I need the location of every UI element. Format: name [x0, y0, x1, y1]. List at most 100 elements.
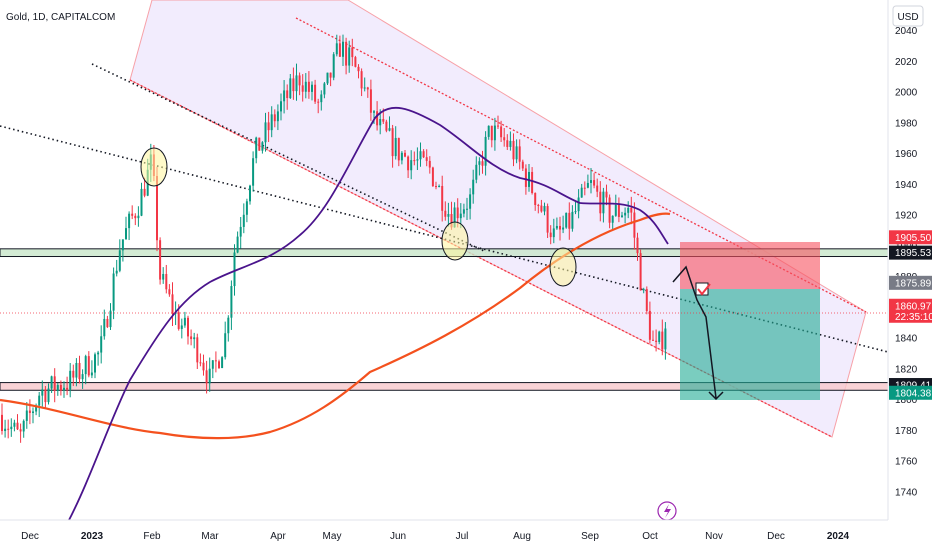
candle-body-66: [205, 370, 208, 384]
candle-body-43: [134, 215, 137, 219]
touch-circle-2: [441, 221, 469, 261]
stop-loss-zone: [680, 242, 820, 289]
candle-body-88: [273, 114, 276, 122]
candle-body-142: [441, 185, 444, 211]
candle-body-109: [338, 43, 341, 57]
currency-label: USD: [897, 12, 918, 23]
candle-body-184: [571, 211, 574, 229]
candles: [1, 34, 667, 443]
candle-body-35: [109, 310, 112, 328]
candle-body-203: [630, 207, 633, 213]
candle-body-25: [78, 362, 81, 380]
candle-body-67: [208, 368, 211, 384]
candle-body-154: [478, 161, 481, 165]
candle-body-188: [583, 187, 586, 189]
candle-body-97: [301, 85, 304, 92]
candle-body-68: [211, 360, 214, 369]
candle-body-51: [159, 240, 162, 280]
candle-body-30: [94, 354, 96, 373]
candle-body-95: [295, 75, 298, 92]
candle-body-202: [627, 207, 630, 213]
candle-body-76: [236, 236, 239, 253]
candle-body-167: [518, 146, 521, 162]
time-axis-background: [0, 520, 932, 550]
candle-body-41: [128, 213, 131, 229]
candle-body-112: [348, 47, 351, 66]
candle-body-200: [621, 215, 623, 217]
candle-body-38: [118, 250, 121, 271]
candle-body-178: [552, 228, 555, 238]
candle-body-185: [574, 211, 577, 213]
price-badges: 1905.501895.531875.891860.9722:35:101809…: [889, 230, 932, 400]
time-tick-11: Nov: [705, 531, 723, 542]
candle-body-52: [162, 273, 165, 280]
candle-body-111: [345, 41, 348, 66]
candle-body-119: [369, 89, 372, 113]
time-tick-6: Jun: [390, 531, 406, 542]
candle-body-137: [425, 157, 428, 161]
candle-body-150: [466, 208, 468, 210]
candle-body-196: [608, 197, 611, 223]
candle-body-126: [391, 128, 394, 157]
time-tick-4: Apr: [270, 531, 286, 542]
candle-body-10: [32, 411, 34, 413]
candle-body-28: [87, 356, 90, 376]
candle-body-180: [559, 225, 561, 230]
candle-body-69: [214, 360, 217, 362]
moving-average-short: [67, 107, 669, 523]
candle-body-7: [22, 420, 25, 432]
candle-body-108: [335, 43, 338, 55]
candle-body-174: [540, 205, 543, 212]
event-icon[interactable]: [657, 501, 677, 521]
price-badge-label-2: 1875.89: [895, 278, 932, 289]
candle-body-1: [4, 428, 7, 432]
candle-body-3: [10, 426, 13, 430]
candle-body-89: [276, 111, 279, 122]
candle-body-91: [283, 90, 286, 102]
position-tool[interactable]: [680, 242, 820, 400]
candle-body-158: [490, 125, 493, 141]
candle-body-59: [183, 317, 186, 326]
candle-body-159: [493, 125, 496, 141]
candle-body-78: [242, 214, 245, 227]
candle-body-58: [180, 325, 183, 329]
candle-body-127: [394, 137, 397, 157]
candle-body-102: [317, 101, 320, 103]
candle-body-54: [168, 289, 171, 295]
candle-body-12: [38, 395, 41, 406]
candle-body-116: [360, 71, 363, 89]
candle-body-136: [422, 151, 425, 158]
candle-body-140: [435, 186, 437, 188]
price-tick-1820: 1820: [895, 364, 918, 375]
channel-upper-line: [295, 17, 867, 313]
touch-markers: [140, 147, 577, 287]
candle-body-15: [47, 388, 50, 403]
candle-body-82: [255, 137, 258, 159]
candle-body-29: [90, 372, 93, 376]
candle-body-70: [218, 361, 220, 369]
candle-body-162: [503, 137, 506, 141]
candle-body-205: [636, 237, 639, 254]
candle-body-33: [103, 318, 106, 337]
candle-body-105: [326, 72, 329, 84]
candle-body-129: [400, 152, 403, 161]
currency-button[interactable]: USD: [892, 5, 924, 27]
candle-body-118: [366, 87, 369, 90]
checkmark-icon: [697, 283, 711, 296]
candle-body-100: [311, 84, 313, 92]
candle-body-96: [298, 75, 301, 86]
candle-body-134: [416, 159, 419, 161]
candle-body-148: [459, 213, 462, 219]
candle-body-211: [655, 340, 658, 342]
candle-body-64: [199, 362, 202, 364]
candle-body-106: [329, 72, 332, 78]
candle-body-209: [648, 310, 651, 340]
time-axis[interactable]: Dec 2023 Feb Mar Apr May Jun Jul Aug Sep Oct Nov Dec…: [21, 531, 849, 542]
candle-body-191: [593, 180, 596, 186]
candle-body-201: [624, 212, 627, 216]
candle-body-212: [658, 331, 661, 342]
candle-body-208: [645, 289, 648, 311]
candle-body-73: [227, 317, 230, 334]
